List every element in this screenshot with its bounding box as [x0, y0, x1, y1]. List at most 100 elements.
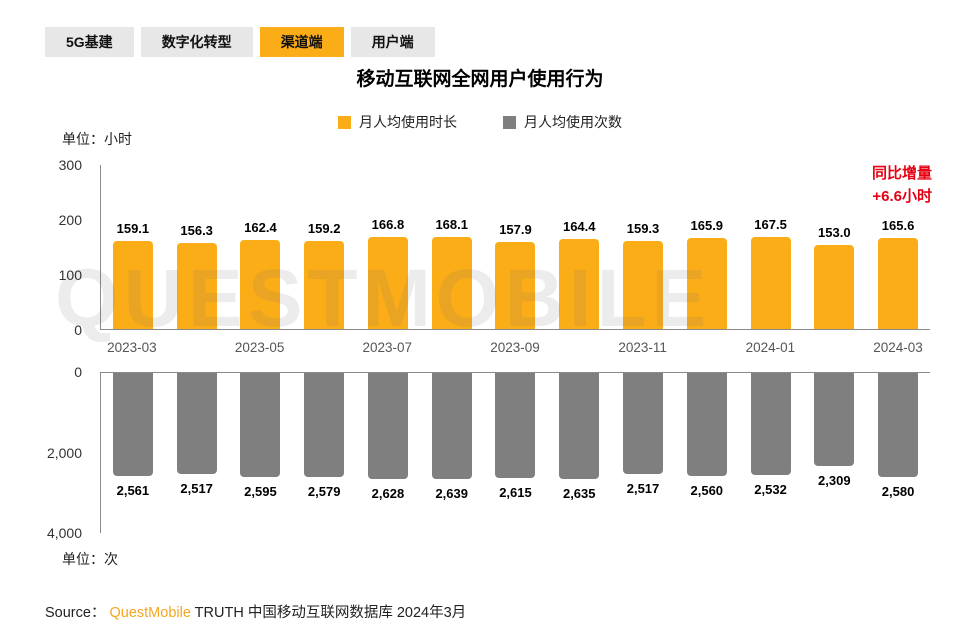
bar-slot-count: 2,639 [420, 373, 484, 501]
bar-value-count: 2,628 [371, 486, 405, 501]
legend-swatch-yellow [338, 115, 351, 129]
yoy-annotation-line2: +6.6小时 [872, 188, 932, 206]
bar-count [623, 373, 663, 474]
legend-label: 月人均使用时长 [359, 114, 457, 130]
source-line: Source： QuestMobile TRUTH 中国移动互联网数据库 202… [45, 601, 466, 622]
bar-slot-count: 2,517 [611, 373, 675, 496]
x-axis-label: 2023-03 [107, 340, 157, 355]
bar-value-hours: 156.3 [180, 223, 213, 238]
bar-value-count: 2,580 [881, 484, 915, 499]
bar-slot-count: 2,580 [866, 373, 930, 499]
bar-value-hours: 167.5 [754, 217, 787, 232]
tab-channel[interactable]: 渠道端 [259, 27, 344, 57]
bar-hours [559, 239, 600, 329]
bar-hours [431, 237, 472, 329]
legend-item-hours: 月人均使用时长 [338, 112, 457, 132]
bar-slot-count: 2,635 [547, 373, 611, 501]
bar-value-count: 2,560 [690, 483, 724, 498]
bar-value-count: 2,517 [626, 481, 660, 496]
y-tick-hours: 100 [58, 267, 82, 283]
bar-value-hours: 164.4 [562, 219, 596, 234]
bar-value-hours: 166.8 [371, 217, 405, 232]
bar-value-hours: 159.3 [626, 221, 660, 236]
source-suffix: TRUTH 中国移动互联网数据库 2024年3月 [194, 605, 467, 621]
bar-hours [367, 237, 408, 329]
source-brand: QuestMobile [109, 605, 191, 621]
tab-5g[interactable]: 5G基建 [45, 27, 134, 57]
bar-slot-hours: 153.0 [802, 225, 866, 329]
bar-hours [495, 242, 536, 329]
bar-slot-hours: 157.9 [484, 222, 548, 329]
bar-chart-usage-hours: 159.1 156.3 162.4 159.2 166.8 168.1 157.9 164.4… [100, 165, 930, 330]
x-axis-label [164, 340, 228, 355]
x-axis-label: 2024-03 [873, 340, 923, 355]
bar-count [367, 373, 408, 479]
unit-label-count: 单位：次 [62, 551, 118, 567]
x-axis-label [419, 340, 483, 355]
y-axis-hours: 300 200 100 0 [0, 157, 92, 338]
bar-hours [750, 237, 791, 329]
bar-slot-count: 2,560 [675, 373, 739, 498]
bar-value-count: 2,639 [435, 486, 468, 501]
bar-slot-count: 2,517 [165, 373, 229, 496]
bar-value-count: 2,579 [307, 484, 341, 499]
bar-slot-hours: 159.3 [611, 221, 675, 329]
y-tick-count: 4,000 [46, 525, 82, 541]
x-axis-label: 2023-05 [234, 340, 285, 355]
bar-value-hours: 165.9 [690, 218, 724, 233]
tab-user[interactable]: 用户端 [350, 27, 435, 57]
bar-hours [686, 238, 727, 329]
bar-value-count: 2,595 [244, 484, 277, 499]
x-axis-labels: 2023-03 2023-05 2023-07 2023-09 2023-11 2024-… [100, 340, 930, 355]
legend: 月人均使用时长 月人均使用次数 [0, 112, 960, 132]
bar-slot-hours: 167.5 [739, 217, 803, 329]
bar-count [878, 373, 919, 477]
bar-slot-hours: 165.9 [675, 218, 739, 329]
bar-hours [623, 241, 663, 329]
bar-slot-hours: 159.2 [292, 221, 356, 329]
yoy-annotation-line1: 同比增量 [871, 165, 932, 182]
bar-hours [304, 241, 345, 329]
x-axis-label: 2023-11 [618, 340, 667, 355]
bar-value-hours: 153.0 [818, 225, 851, 240]
bar-value-count: 2,561 [116, 483, 150, 498]
bar-hours [240, 240, 281, 329]
chart-title: 移动互联网全网用户使用行为 [356, 69, 604, 90]
bar-slot-count: 2,615 [484, 373, 548, 500]
bar-value-hours: 157.9 [499, 222, 532, 237]
bar-count [495, 373, 536, 478]
tab-bar: 5G基建 数字化转型 渠道端 用户端 [45, 27, 435, 57]
bar-count [814, 373, 855, 466]
bar-value-count: 2,517 [180, 481, 213, 496]
x-axis-label [547, 340, 611, 355]
x-axis-label: 2023-07 [362, 340, 413, 355]
bar-count [112, 373, 153, 476]
x-axis-label [292, 340, 356, 355]
y-tick-count: 2,000 [46, 444, 82, 461]
x-axis-label [802, 340, 866, 355]
bar-count [304, 373, 345, 477]
bar-value-count: 2,309 [818, 473, 851, 488]
legend-item-count: 月人均使用次数 [503, 112, 622, 132]
y-tick-hours: 0 [74, 322, 82, 338]
tab-digital-transformation[interactable]: 数字化转型 [140, 27, 253, 57]
bar-value-hours: 159.1 [116, 221, 150, 236]
x-axis-label: 2024-01 [745, 340, 796, 355]
bar-value-hours: 168.1 [435, 217, 468, 232]
bar-hours [176, 243, 217, 329]
bar-count [750, 373, 791, 475]
legend-swatch-gray [503, 115, 516, 129]
bar-slot-hours: 156.3 [165, 223, 229, 329]
x-axis-label [675, 340, 739, 355]
bar-count [176, 373, 217, 474]
bar-hours [112, 241, 153, 329]
bar-hours [814, 245, 855, 329]
bar-value-count: 2,532 [754, 482, 787, 497]
bar-value-hours: 165.6 [881, 218, 915, 233]
source-prefix: Source： [45, 605, 106, 621]
bar-slot-count: 2,561 [101, 373, 165, 498]
bar-chart-usage-count: 2,561 2,517 2,595 2,579 2,628 2,639 2,615 2,635… [100, 372, 930, 533]
bar-value-hours: 159.2 [307, 221, 341, 236]
bar-hours [878, 238, 919, 329]
